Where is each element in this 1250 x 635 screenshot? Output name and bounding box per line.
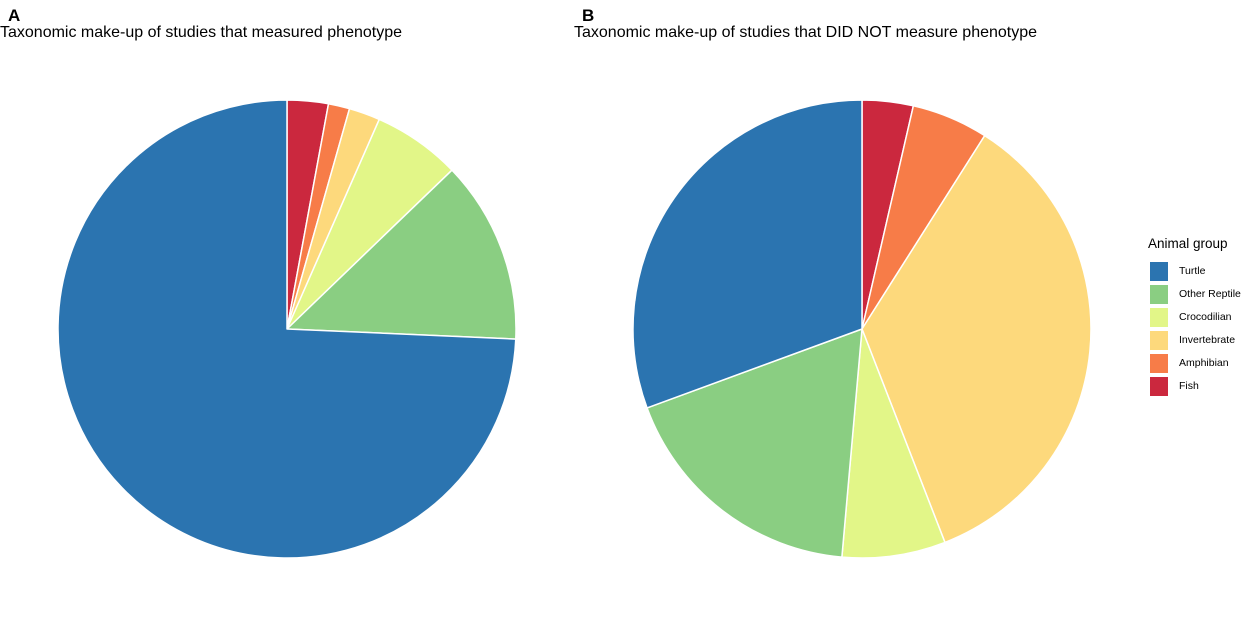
- pie-a-slice-other-reptile: [286, 169, 517, 340]
- legend: Animal group Turtle Other Reptile Crocod…: [1148, 237, 1248, 398]
- legend-label-other-reptile: Other Reptile: [1179, 288, 1241, 300]
- legend-swatch-crocodilian: [1150, 307, 1168, 327]
- legend-label-crocodilian: Crocodilian: [1179, 311, 1232, 323]
- panel-b-title: Taxonomic make-up of studies that DID NO…: [574, 24, 1038, 41]
- legend-items: Turtle Other Reptile Crocodilian Inverte…: [1148, 260, 1248, 398]
- pie-b-slice-invertebrate: [861, 134, 1092, 544]
- legend-swatch-other-reptile: [1150, 284, 1168, 304]
- pie-b-slice-turtle: [632, 99, 863, 409]
- panel-a-letter: A: [8, 6, 21, 25]
- legend-label-amphibian: Amphibian: [1179, 357, 1229, 369]
- legend-item-amphibian: Amphibian: [1148, 352, 1248, 375]
- legend-item-fish: Fish: [1148, 375, 1248, 398]
- legend-item-invertebrate: Invertebrate: [1148, 329, 1248, 352]
- legend-item-other-reptile: Other Reptile: [1148, 283, 1248, 306]
- legend-swatch-turtle: [1150, 261, 1168, 281]
- panel-a-title: Taxonomic make-up of studies that measur…: [0, 24, 403, 41]
- legend-label-turtle: Turtle: [1179, 265, 1206, 277]
- pie-a-slice-turtle: [57, 99, 517, 559]
- panel-b-letter: B: [582, 6, 595, 25]
- legend-item-crocodilian: Crocodilian: [1148, 306, 1248, 329]
- legend-swatch-fish: [1150, 376, 1168, 396]
- pie-b-slice-other-reptile: [646, 328, 863, 558]
- pie-b-slice-crocodilian: [841, 328, 946, 559]
- legend-swatch-amphibian: [1150, 353, 1168, 373]
- legend-label-invertebrate: Invertebrate: [1179, 334, 1236, 346]
- legend-swatch-invertebrate: [1150, 330, 1168, 350]
- pie-chart-b: [632, 99, 1092, 559]
- legend-label-fish: Fish: [1179, 380, 1199, 392]
- pie-chart-a: [57, 99, 517, 559]
- legend-title: Animal group: [1148, 236, 1228, 251]
- legend-item-turtle: Turtle: [1148, 260, 1248, 283]
